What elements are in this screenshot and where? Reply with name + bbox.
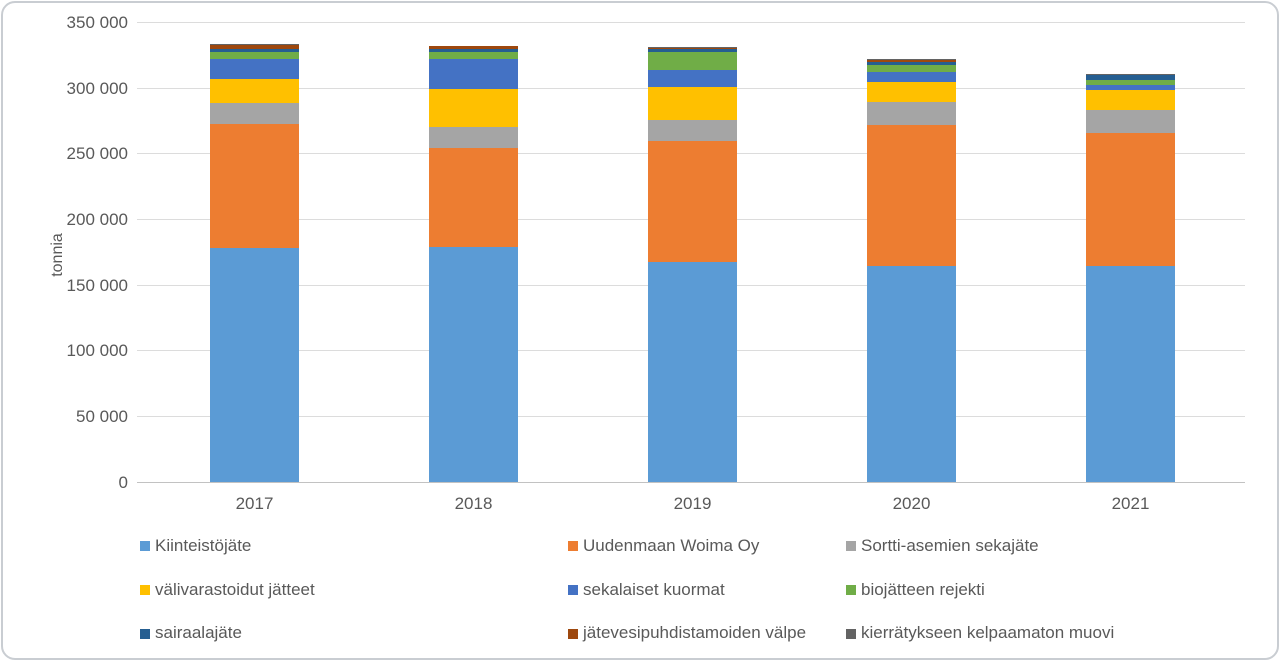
bar-segment: [648, 86, 737, 120]
bar-segment: [429, 147, 518, 248]
legend-item: kierrätykseen kelpaamaton muovi: [846, 624, 1114, 643]
legend-label: Kiinteistöjäte: [155, 536, 252, 555]
bar-segment: [648, 46, 737, 48]
bar-segment: [1086, 85, 1175, 90]
bar-segment: [429, 59, 518, 90]
stacked-bar-2021: [1086, 73, 1175, 482]
bar-segment: [1086, 110, 1175, 133]
bar-segment: [210, 78, 299, 104]
bar-segment: [429, 89, 518, 127]
stacked-bar-2017: [210, 43, 299, 482]
legend-swatch-icon: [846, 585, 856, 596]
legend-label: sairaalajäte: [155, 623, 242, 643]
x-tick-label: 2018: [454, 494, 493, 513]
bar-segment: [867, 59, 956, 61]
y-tick-label: 50 000: [76, 406, 128, 426]
x-tick-label: 2021: [1111, 494, 1150, 513]
bar-segment: [1086, 132, 1175, 267]
legend-item: sairaalajäte: [140, 624, 568, 643]
y-tick-label: 100 000: [66, 341, 128, 361]
bar-segment: [210, 248, 299, 482]
legend-item: Kiinteistöjäte: [140, 536, 568, 556]
bar-segment: [1086, 89, 1175, 111]
bar-segment: [1086, 80, 1175, 86]
y-tick-label: 300 000: [66, 78, 128, 98]
legend-label: Sortti-asemien sekajäte: [861, 536, 1039, 555]
y-tick-label: 250 000: [66, 144, 128, 164]
bar-segment: [867, 62, 956, 66]
bar-segment: [429, 52, 518, 60]
legend-swatch-icon: [140, 585, 150, 596]
bar-segment: [1086, 73, 1175, 75]
bar-segment: [429, 48, 518, 53]
bar-segment: [867, 72, 956, 83]
bar-segment: [429, 46, 518, 49]
legend-item: Uudenmaan Woima Oy: [568, 536, 846, 556]
bar-segment: [210, 123, 299, 249]
legend-label: kierrätykseen kelpaamaton muovi: [861, 623, 1115, 643]
bar-segment: [429, 45, 518, 47]
legend: Kiinteistöjäte Uudenmaan Woima Oy Sortti-a…: [140, 536, 1114, 643]
bar-segment: [210, 58, 299, 79]
y-tick-label: 0: [118, 472, 128, 492]
bar-segment: [1086, 75, 1175, 81]
legend-label: sekalaiset kuormat: [583, 579, 725, 599]
bar-segment: [867, 82, 956, 102]
legend-item: Sortti-asemien sekajäte: [846, 536, 1114, 556]
bar-segment: [429, 247, 518, 482]
bar-segment: [210, 48, 299, 53]
bar-segment: [867, 125, 956, 267]
legend-item: sekalaiset kuormat: [568, 579, 846, 600]
y-gridline: [137, 22, 1245, 23]
legend-swatch-icon: [140, 628, 150, 639]
bar-segment: [210, 44, 299, 49]
legend-label: välivarastoidut jätteet: [155, 579, 315, 599]
bar-segment: [867, 266, 956, 482]
x-tick-label: 2019: [673, 494, 712, 513]
bar-segment: [867, 101, 956, 126]
x-tick-label: 2020: [892, 494, 931, 513]
legend-swatch-icon: [846, 541, 856, 552]
bar-segment: [648, 49, 737, 52]
legend-label: Uudenmaan Woima Oy: [583, 536, 760, 555]
legend-swatch-icon: [568, 541, 578, 552]
stacked-bar-2018: [429, 45, 518, 482]
legend-swatch-icon: [568, 628, 578, 639]
bar-segment: [1086, 74, 1175, 76]
bar-segment: [867, 60, 956, 63]
bar-segment: [648, 262, 737, 482]
bar-segment: [648, 141, 737, 263]
legend-label: jätevesipuhdistamoiden välpe: [583, 623, 807, 643]
bar-segment: [210, 43, 299, 45]
bar-segment: [648, 47, 737, 50]
bar-segment: [210, 52, 299, 59]
bar-segment: [648, 51, 737, 71]
y-tick-label: 150 000: [66, 275, 128, 295]
stacked-bar-2019: [648, 46, 737, 482]
legend-swatch-icon: [846, 628, 856, 639]
bar-segment: [1086, 266, 1175, 482]
stacked-bar-2020: [867, 59, 956, 482]
y-tick-label: 350 000: [66, 13, 128, 32]
legend-item: välivarastoidut jätteet: [140, 579, 568, 600]
legend-label: biojätteen rejekti: [861, 579, 985, 599]
y-axis-title: tonnia: [49, 233, 66, 277]
x-tick-label: 2017: [235, 494, 274, 513]
legend-swatch-icon: [140, 541, 150, 552]
legend-swatch-icon: [568, 585, 578, 596]
x-axis-line: [137, 481, 1245, 483]
bar-segment: [648, 70, 737, 87]
y-tick-label: 200 000: [66, 209, 128, 229]
bar-segment: [210, 103, 299, 124]
legend-item: jätevesipuhdistamoiden välpe: [568, 624, 846, 643]
legend-item: biojätteen rejekti: [846, 579, 1114, 600]
bar-segment: [867, 65, 956, 73]
bar-segment: [648, 119, 737, 142]
bar-segment: [429, 126, 518, 148]
